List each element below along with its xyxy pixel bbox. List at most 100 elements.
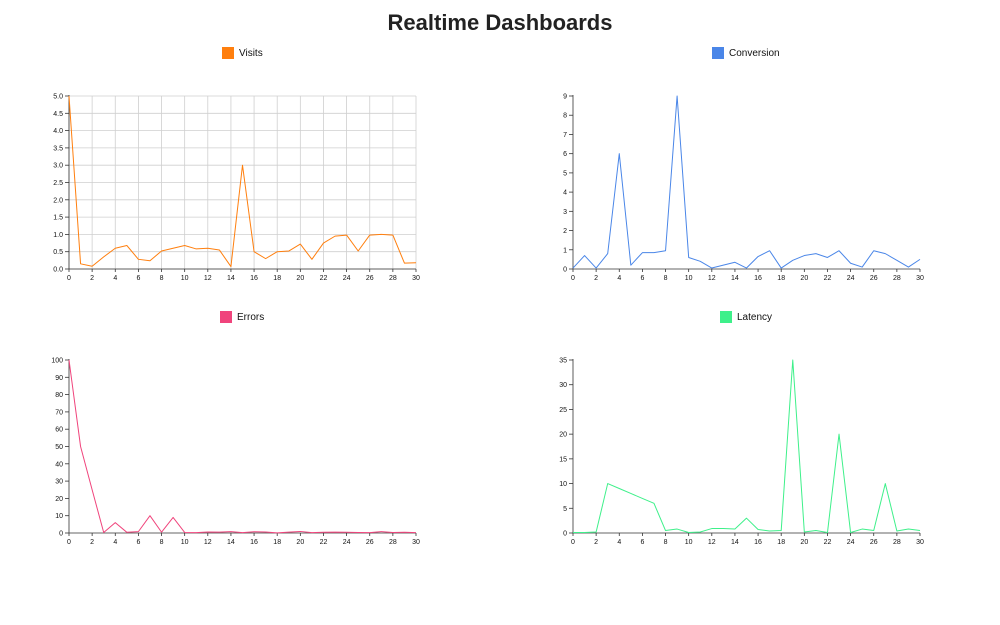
latency-y-tick-label-6: 30 xyxy=(559,382,567,389)
errors-x-tick-label-7: 14 xyxy=(227,539,235,546)
latency-x-tick-label-6: 12 xyxy=(708,539,716,546)
latency-point-24 xyxy=(850,532,851,533)
latency-y-tick-label-7: 35 xyxy=(559,358,567,365)
errors-x-tick-label-5: 10 xyxy=(181,539,189,546)
latency-point-17 xyxy=(769,530,770,531)
errors-series-line xyxy=(68,359,417,534)
legend-conversion: Conversion xyxy=(712,47,780,59)
conversion-y-tick-label-2: 2 xyxy=(563,228,567,235)
latency-y-tick-label-2: 10 xyxy=(559,481,567,488)
latency-point-8 xyxy=(665,530,666,531)
errors-y-tick-label-7: 70 xyxy=(55,409,63,416)
latency-x-tick-label-3: 6 xyxy=(640,539,644,546)
visits-x-tick-label-6: 12 xyxy=(204,275,212,282)
conversion-y-tick-label-9: 9 xyxy=(563,94,567,101)
visits-x-tick-label-15: 30 xyxy=(412,275,420,282)
legend-label-visits: Visits xyxy=(239,47,263,59)
latency-y-tick-label-3: 15 xyxy=(559,456,567,463)
latency-point-18 xyxy=(781,530,782,531)
errors-y-tick-label-5: 50 xyxy=(55,444,63,451)
conversion-x-tick-label-5: 10 xyxy=(685,275,693,282)
legend-label-errors: Errors xyxy=(237,311,265,323)
visits-x-tick-label-4: 8 xyxy=(160,275,164,282)
latency-point-12 xyxy=(711,528,712,529)
latency-point-15 xyxy=(746,518,747,519)
latency-series-line xyxy=(573,359,921,534)
latency-y-tick-label-5: 25 xyxy=(559,407,567,414)
errors-y-tick-label-0: 0 xyxy=(59,531,63,538)
latency-point-10 xyxy=(688,532,689,533)
visits-x-tick-label-9: 18 xyxy=(273,275,281,282)
conversion-x-tick-label-12: 24 xyxy=(847,275,855,282)
latency-x-tick-label-14: 28 xyxy=(893,539,901,546)
latency-point-25 xyxy=(862,528,863,529)
latency-point-4 xyxy=(619,488,620,489)
conversion-x-tick-label-14: 28 xyxy=(893,275,901,282)
conversion-x-tick-label-0: 0 xyxy=(571,275,575,282)
latency-x-tick-label-12: 24 xyxy=(847,539,855,546)
latency-x-tick-label-5: 10 xyxy=(685,539,693,546)
latency-point-6 xyxy=(642,498,643,499)
visits-x-tick-label-7: 14 xyxy=(227,275,235,282)
conversion-series-line xyxy=(572,95,921,269)
latency-point-22 xyxy=(827,532,828,533)
latency-point-7 xyxy=(653,503,654,504)
conversion-y-tick-label-8: 8 xyxy=(563,113,567,120)
conversion-y-tick-label-4: 4 xyxy=(563,190,567,197)
conversion-y-tick-label-6: 6 xyxy=(563,151,567,158)
visits-y-tick-label-7: 3.5 xyxy=(53,145,63,152)
latency-x-tick-label-7: 14 xyxy=(731,539,739,546)
errors-x-tick-label-6: 12 xyxy=(204,539,212,546)
latency-point-11 xyxy=(700,531,701,532)
latency-x-tick-label-1: 2 xyxy=(594,539,598,546)
visits-y-tick-label-6: 3.0 xyxy=(53,163,63,170)
latency-x-tick-label-11: 22 xyxy=(824,539,832,546)
legend-swatch-conversion xyxy=(712,47,724,59)
latency-x-tick-label-4: 8 xyxy=(664,539,668,546)
latency-x-tick-label-0: 0 xyxy=(571,539,575,546)
latency-point-0 xyxy=(572,532,573,533)
errors-y-tick-label-9: 90 xyxy=(55,375,63,382)
errors-x-tick-label-15: 30 xyxy=(412,539,420,546)
visits-series-line xyxy=(68,95,417,268)
errors-y-tick-label-2: 20 xyxy=(55,496,63,503)
conversion-x-tick-label-7: 14 xyxy=(731,275,739,282)
conversion-x-tick-label-10: 20 xyxy=(800,275,808,282)
conversion-x-tick-label-4: 8 xyxy=(664,275,668,282)
latency-x-tick-label-10: 20 xyxy=(800,539,808,546)
visits-x-tick-label-13: 26 xyxy=(366,275,374,282)
conversion-x-tick-label-15: 30 xyxy=(916,275,924,282)
conversion-x-tick-label-1: 2 xyxy=(594,275,598,282)
latency-y-tick-label-0: 0 xyxy=(563,531,567,538)
errors-y-tick-label-6: 60 xyxy=(55,427,63,434)
conversion-y-tick-label-1: 1 xyxy=(563,247,567,254)
conversion-x-tick-label-13: 26 xyxy=(870,275,878,282)
latency-y-tick-label-4: 20 xyxy=(559,432,567,439)
conversion-x-tick-label-9: 18 xyxy=(777,275,785,282)
latency-point-19 xyxy=(792,359,793,360)
conversion-y-tick-label-5: 5 xyxy=(563,170,567,177)
latency-point-21 xyxy=(815,530,816,531)
errors-y-tick-label-3: 30 xyxy=(55,479,63,486)
legend-visits: Visits xyxy=(222,47,263,59)
visits-y-tick-label-10: 5.0 xyxy=(53,94,63,101)
latency-point-29 xyxy=(908,528,909,529)
errors-y-tick-label-1: 10 xyxy=(55,513,63,520)
latency-x-tick-label-15: 30 xyxy=(916,539,924,546)
latency-point-2 xyxy=(596,531,597,532)
errors-x-tick-label-8: 16 xyxy=(250,539,258,546)
errors-x-tick-label-0: 0 xyxy=(67,539,71,546)
latency-point-23 xyxy=(838,434,839,435)
visits-x-tick-label-12: 24 xyxy=(343,275,351,282)
page-title: Realtime Dashboards xyxy=(387,10,613,35)
visits-y-tick-label-9: 4.5 xyxy=(53,111,63,118)
legend-label-conversion: Conversion xyxy=(729,47,780,59)
visits-y-tick-label-0: 0.0 xyxy=(53,267,63,274)
latency-point-30 xyxy=(919,530,920,531)
latency-point-20 xyxy=(804,531,805,532)
errors-x-tick-label-9: 18 xyxy=(273,539,281,546)
errors-x-tick-label-1: 2 xyxy=(90,539,94,546)
